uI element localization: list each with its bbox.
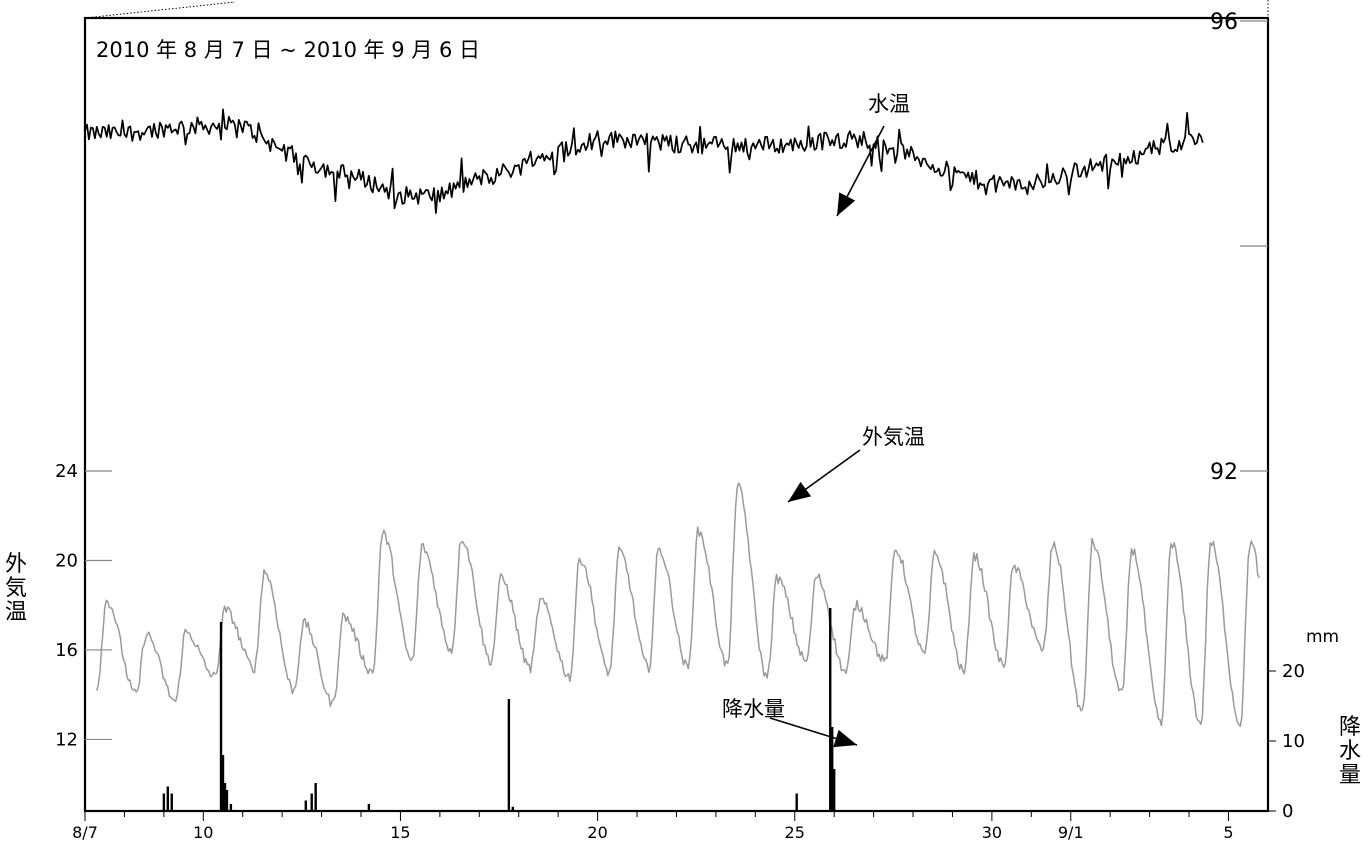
precip-y-tick-label: 10 xyxy=(1282,731,1305,752)
x-tick-label: 8/7 xyxy=(72,823,98,842)
right-axis-label: 降水量 xyxy=(1337,716,1363,788)
right-y-tick-label: 96 xyxy=(1210,10,1238,35)
left-axis-label: 外気温 xyxy=(3,553,29,625)
x-tick-label: 15 xyxy=(390,823,410,842)
x-tick-label: 30 xyxy=(982,823,1002,842)
x-tick-label: 5 xyxy=(1223,823,1233,842)
x-tick-label: 20 xyxy=(587,823,607,842)
precip-arrow-head xyxy=(833,729,857,748)
left-y-tick-label: 12 xyxy=(55,729,78,750)
precip-y-tick-label: 0 xyxy=(1282,801,1293,822)
chart-title: 2010 年 8 月 7 日 ~ 2010 年 9 月 6 日 xyxy=(96,38,480,62)
left-y-tick-label: 16 xyxy=(55,640,78,661)
left-y-tick-label: 20 xyxy=(55,550,78,571)
airtemp-label: 外気温 xyxy=(862,425,925,449)
watertemp-line xyxy=(84,108,1204,214)
precip-label: 降水量 xyxy=(722,697,785,721)
precip-unit-label: mm xyxy=(1306,627,1339,647)
left-y-tick-label: 24 xyxy=(55,461,78,482)
watertemp-label: 水温 xyxy=(868,92,910,116)
right-y-tick-label: 92 xyxy=(1210,460,1238,485)
left-axis-label-text: 外気温 xyxy=(4,552,27,625)
x-tick-label: 9/1 xyxy=(1058,823,1084,842)
right-axis-label-text: 降水量 xyxy=(1338,715,1361,788)
x-tick-label: 10 xyxy=(193,823,213,842)
corner-dotted-line xyxy=(84,1,236,19)
airtemp-arrow-head xyxy=(788,481,812,502)
watertemp-arrow-head xyxy=(837,192,856,216)
x-tick-label: 25 xyxy=(785,823,805,842)
airtemp-line xyxy=(96,482,1260,727)
precip-y-tick-label: 20 xyxy=(1282,661,1305,682)
